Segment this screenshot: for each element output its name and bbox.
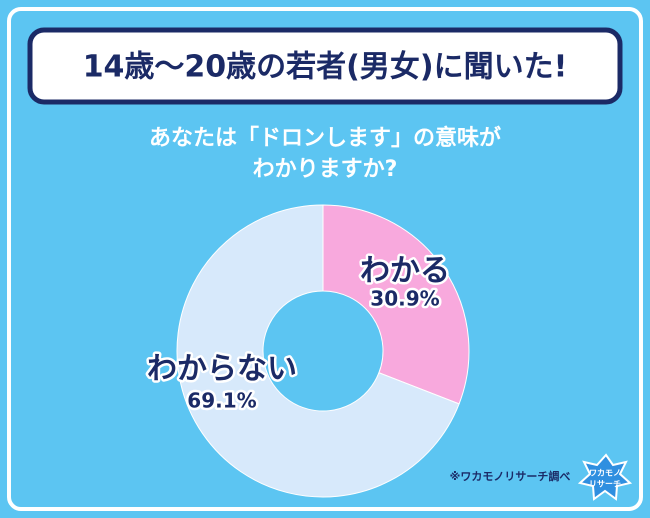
donut-segment — [176, 204, 460, 498]
logo-text: リサーチ — [589, 480, 621, 489]
chart-title: 14歳～20歳の若者(男女)に聞いた! — [83, 50, 568, 85]
logo-badge — [577, 453, 633, 501]
segment-label: わからない — [147, 352, 297, 387]
value-label: 69.1% — [187, 389, 256, 413]
segment-label: わかる — [360, 254, 450, 289]
logo: ワカモノ リサーチ — [577, 453, 633, 501]
subtitle: わかりますか? — [253, 157, 398, 182]
value-label: 30.9% — [370, 287, 439, 311]
title-banner — [27, 27, 623, 105]
donut-segment — [322, 204, 470, 405]
logo-text: ワカモノ — [589, 469, 621, 478]
frame — [7, 7, 643, 511]
donut — [176, 204, 470, 498]
source: ※ワカモノリサーチ調べ — [450, 469, 571, 483]
subtitle: あなたは「ドロンします」の意味が — [149, 125, 501, 151]
